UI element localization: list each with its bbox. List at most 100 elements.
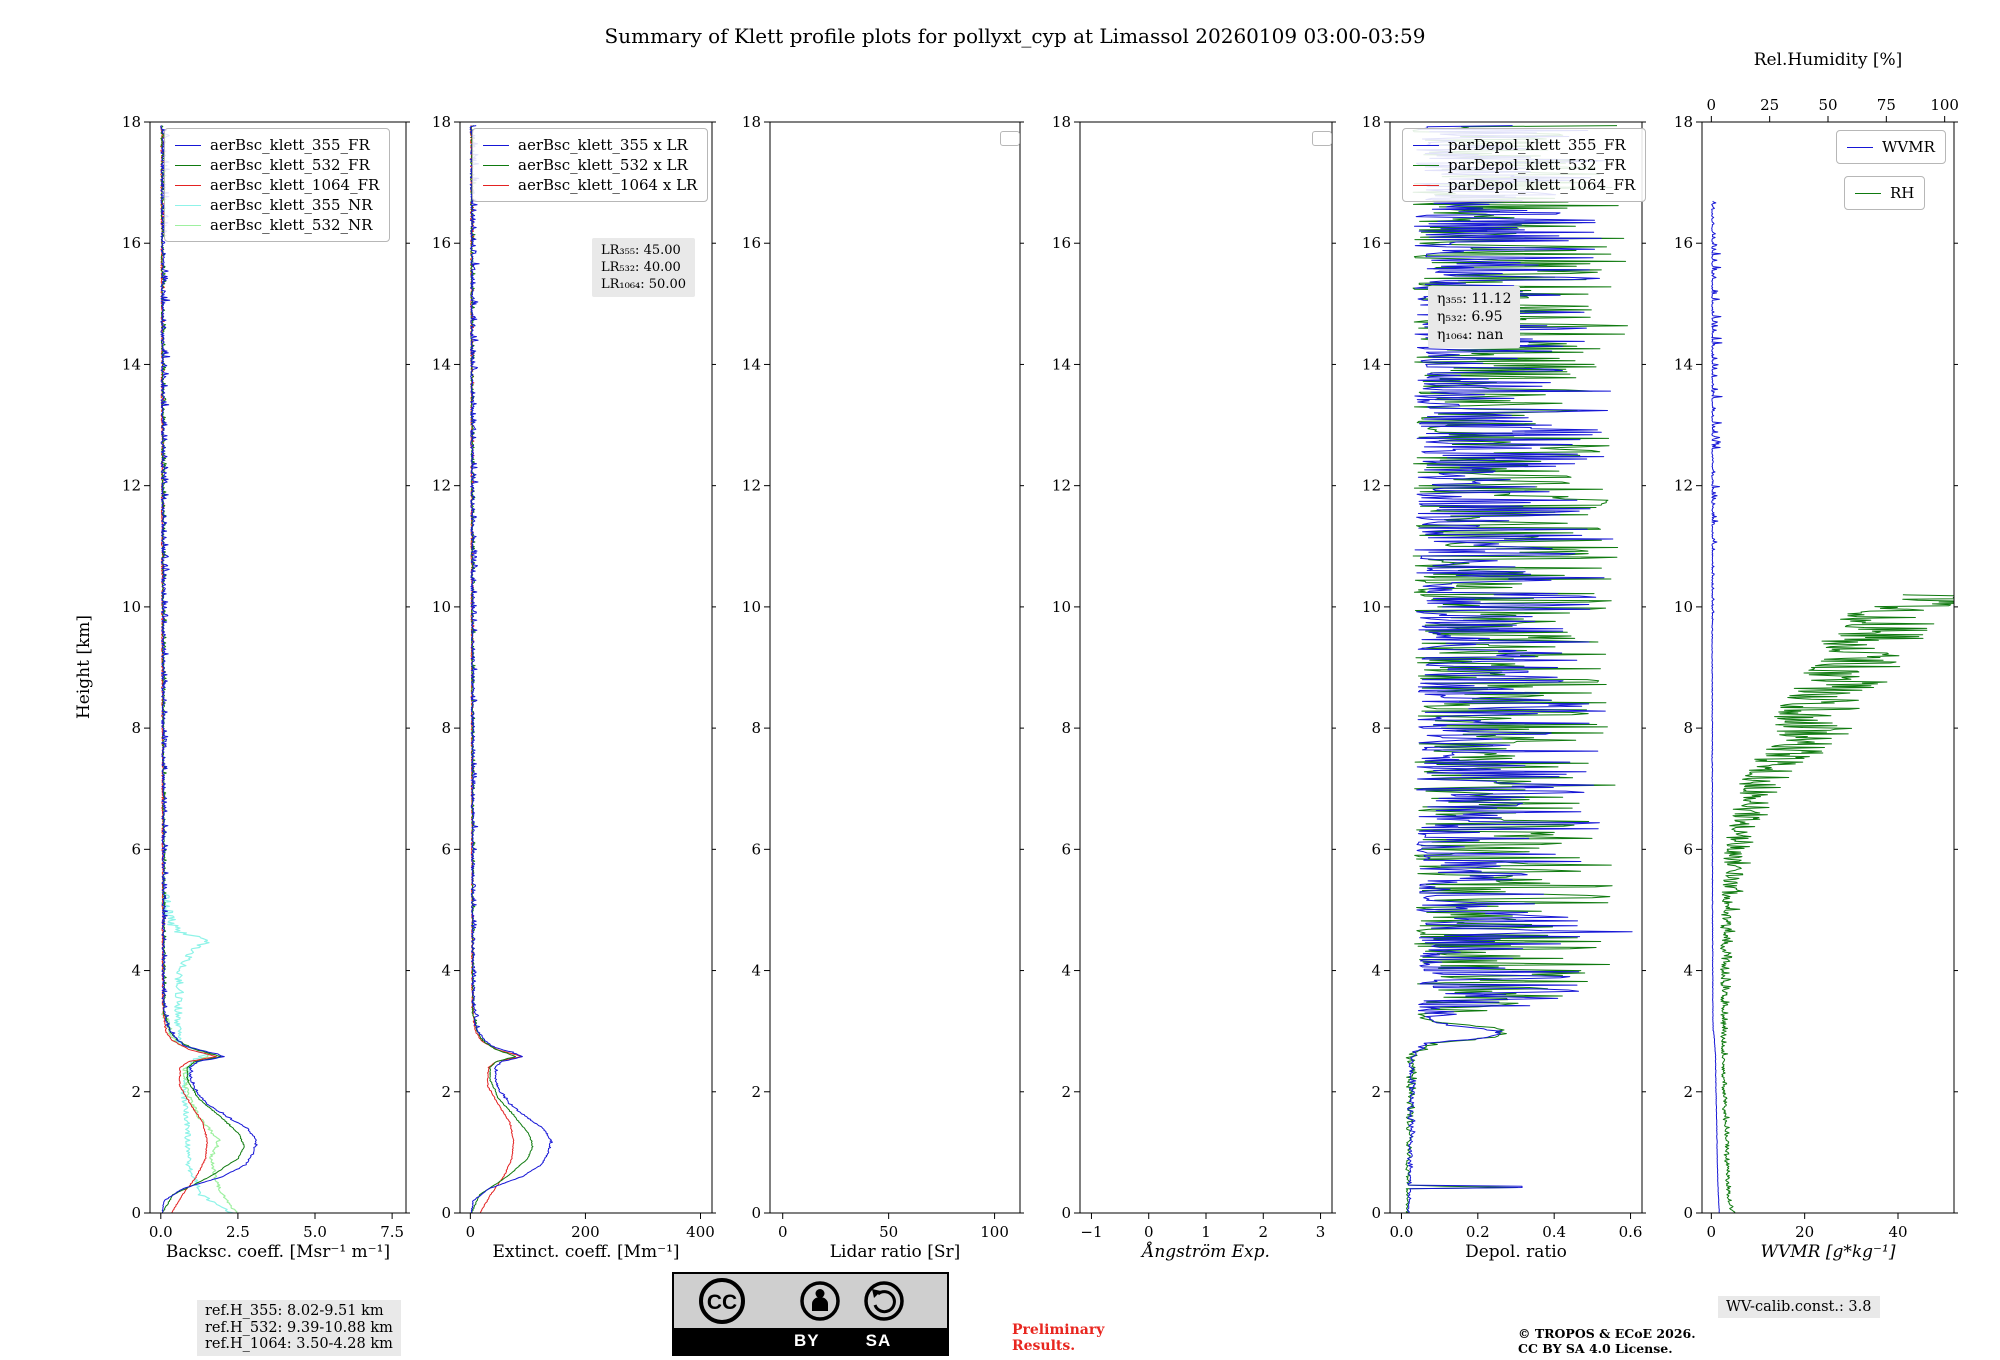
cc-license-badge: CC BY SA xyxy=(672,1272,949,1356)
x-tick-label: 0.0 xyxy=(149,1223,173,1241)
legend-entry: parDepol_klett_355_FR xyxy=(1413,135,1635,155)
legend-entry: WVMR xyxy=(1847,137,1935,157)
legend-entry: aerBsc_klett_1064 x LR xyxy=(483,175,697,195)
lr-1064-value: LR₁₀₆₄: 50.00 xyxy=(601,277,686,292)
panel-frame xyxy=(459,121,713,1214)
legend-line-sample xyxy=(1413,144,1439,146)
y-tick-label: 12 xyxy=(122,477,141,495)
legend-line-sample xyxy=(175,164,201,166)
y-tick-label: 18 xyxy=(432,113,451,131)
y-tick-label: 2 xyxy=(131,1083,141,1101)
eta-355-value: η₃₅₅: 11.12 xyxy=(1437,291,1512,307)
panel-frame xyxy=(1389,121,1643,1214)
panel-frame xyxy=(149,121,407,1214)
y-tick-label: 4 xyxy=(1371,962,1381,980)
legend-label: aerBsc_klett_532 x LR xyxy=(518,156,688,174)
legend-backscatter: aerBsc_klett_355_FR aerBsc_klett_532_FR … xyxy=(164,128,391,242)
y-tick-label: 10 xyxy=(742,598,761,616)
legend-line-sample xyxy=(1855,192,1881,194)
y-tick-label: 8 xyxy=(131,719,141,737)
x-tick-label: 200 xyxy=(571,1223,600,1241)
tick-group: 0 200 400 0 2 4 6 8 10 12 14 16 18 xyxy=(432,113,716,1241)
x-tick-label: 0 xyxy=(1144,1223,1154,1241)
xlabel-depol-ratio: Depol. ratio xyxy=(1465,1242,1567,1262)
person-body-icon xyxy=(812,1297,828,1311)
series-aerBsc_klett_355_NR xyxy=(161,891,234,1213)
preliminary-line1: Preliminary xyxy=(1012,1322,1105,1338)
y-tick-label: 10 xyxy=(432,598,451,616)
y-tick-label: 16 xyxy=(1362,234,1381,252)
legend-depol: parDepol_klett_355_FR parDepol_klett_532… xyxy=(1402,128,1647,202)
person-head-icon xyxy=(815,1289,825,1298)
legend-label: aerBsc_klett_532_FR xyxy=(210,156,370,174)
y-tick-label: 8 xyxy=(1683,719,1693,737)
top-axis-label-rh: Rel.Humidity [%] xyxy=(1753,50,1903,70)
copyright-line1: © TROPOS & ECoE 2026. xyxy=(1518,1326,1696,1341)
legend-label: WVMR xyxy=(1882,138,1935,156)
top-tick-label: 50 xyxy=(1818,96,1837,114)
series-aerBsc_klett_355_FR xyxy=(160,125,258,1213)
top-tick-label: 25 xyxy=(1760,96,1779,114)
series-group xyxy=(1711,200,1954,1213)
y-tick-label: 4 xyxy=(131,962,141,980)
ylabel-height: Height [km] xyxy=(74,614,94,720)
legend-rh: RH xyxy=(1844,176,1926,210)
xlabel-lidar-ratio: Lidar ratio [Sr] xyxy=(829,1242,961,1262)
x-tick-label: 50 xyxy=(879,1223,898,1241)
series-group xyxy=(469,125,553,1213)
panel-backscatter: 0.0 2.5 5.0 7.5 0 2 4 6 8 10 12 14 16 18 xyxy=(122,113,410,1241)
y-tick-label: 10 xyxy=(1052,598,1071,616)
series-aerBsc_klett_1064_FR xyxy=(160,125,217,1213)
y-tick-label: 12 xyxy=(1674,477,1693,495)
y-tick-label: 2 xyxy=(441,1083,451,1101)
top-tick-label: 75 xyxy=(1877,96,1896,114)
lidar-ratio-annotation: LR₃₅₅: 45.00 LR₅₃₂: 40.00 LR₁₀₆₄: 50.00 xyxy=(592,238,695,297)
y-tick-label: 10 xyxy=(122,598,141,616)
x-tick-label: 3 xyxy=(1316,1223,1326,1241)
y-tick-label: 4 xyxy=(441,962,451,980)
legend-empty-lidar-ratio xyxy=(1000,131,1020,146)
legend-line-sample xyxy=(483,184,509,186)
legend-label: aerBsc_klett_355 x LR xyxy=(518,136,688,154)
legend-line-sample xyxy=(483,144,509,146)
y-tick-label: 18 xyxy=(122,113,141,131)
copyright-note: © TROPOS & ECoE 2026. CC BY SA 4.0 Licen… xyxy=(1518,1326,1696,1356)
legend-line-sample xyxy=(1413,184,1439,186)
series-WVMR xyxy=(1711,200,1723,1213)
xlabel-wvmr: WVMR [g*kg⁻¹] xyxy=(1760,1242,1896,1262)
x-tick-label: 0 xyxy=(1707,1223,1717,1241)
y-tick-label: 0 xyxy=(1061,1204,1071,1222)
legend-line-sample xyxy=(175,144,201,146)
sa-arrowhead-icon xyxy=(872,1289,881,1298)
x-tick-label: 0.2 xyxy=(1466,1223,1490,1241)
legend-line-sample xyxy=(175,184,201,186)
x-tick-label: 100 xyxy=(980,1223,1009,1241)
top-tick-label: 100 xyxy=(1930,96,1959,114)
cc-logo-icon xyxy=(699,1278,745,1324)
y-tick-label: 14 xyxy=(432,355,451,373)
x-tick-label: 0.6 xyxy=(1619,1223,1643,1241)
y-tick-label: 16 xyxy=(1052,234,1071,252)
series-aerBsc_klett_532_FR xyxy=(160,125,245,1213)
y-tick-label: 8 xyxy=(441,719,451,737)
legend-line-sample xyxy=(175,204,201,206)
xlabel-backscatter: Backsc. coeff. [Msr⁻¹ m⁻¹] xyxy=(165,1242,391,1262)
y-tick-label: 8 xyxy=(751,719,761,737)
eta-1064-value: η₁₀₆₄: nan xyxy=(1437,327,1504,343)
y-tick-label: 0 xyxy=(131,1204,141,1222)
y-tick-label: 14 xyxy=(1362,355,1381,373)
x-tick-label: 5.0 xyxy=(303,1223,327,1241)
eta-annotation: η₃₅₅: 11.12 η₅₃₂: 6.95 η₁₀₆₄: nan xyxy=(1428,286,1521,348)
y-tick-label: 0 xyxy=(1371,1204,1381,1222)
panel-frame xyxy=(769,121,1021,1214)
y-tick-label: 8 xyxy=(1061,719,1071,737)
legend-label: parDepol_klett_1064_FR xyxy=(1448,176,1636,194)
legend-label: aerBsc_klett_1064 x LR xyxy=(518,176,698,194)
y-tick-label: 6 xyxy=(1683,840,1693,858)
y-tick-label: 6 xyxy=(1061,840,1071,858)
y-tick-label: 14 xyxy=(1674,355,1693,373)
x-tick-label: 0 xyxy=(466,1223,476,1241)
legend-entry: aerBsc_klett_532 x LR xyxy=(483,155,697,175)
y-tick-label: 14 xyxy=(742,355,761,373)
